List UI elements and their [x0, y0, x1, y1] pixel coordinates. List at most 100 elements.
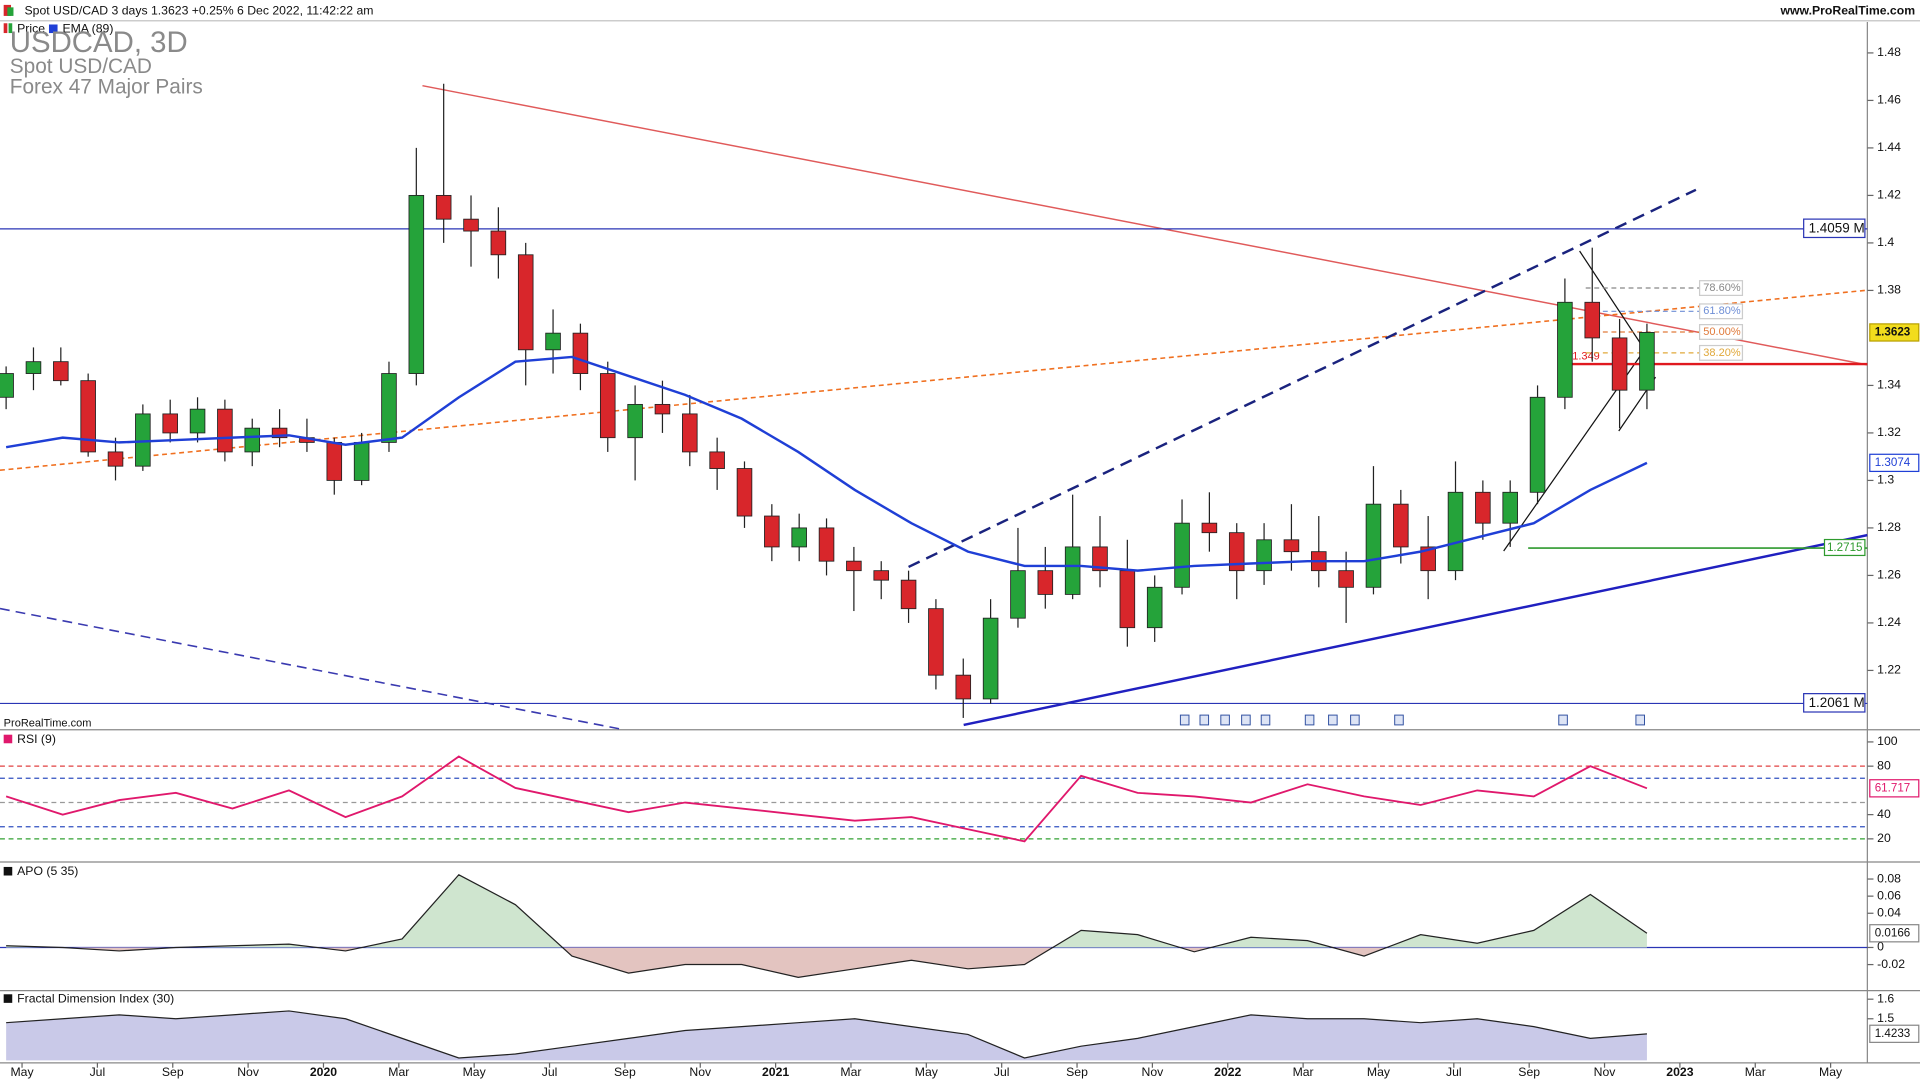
fib-box [1698, 280, 1744, 297]
event-icons [1179, 714, 1645, 726]
app-icon [7, 7, 14, 16]
event-icon[interactable] [1394, 714, 1404, 726]
candle-body [1365, 503, 1382, 588]
site-link[interactable]: www.ProRealTime.com [1779, 3, 1915, 17]
chart-market: Forex 47 Major Pairs [10, 76, 203, 99]
x-tick-label: Sep [1518, 1065, 1540, 1079]
panel-title: Fractal Dimension Index (30) [17, 991, 174, 1005]
x-tick-label: Jul [90, 1065, 106, 1079]
x-tick-label: Nov [237, 1065, 260, 1079]
candle-body [244, 427, 261, 453]
candle-body [1228, 532, 1245, 572]
candle-body [1174, 522, 1190, 588]
value-box [1869, 779, 1920, 798]
y-tick-label: 1.26 [1877, 568, 1901, 582]
candle-body [1201, 522, 1218, 534]
trendline [422, 84, 1868, 366]
y-tick-label: 1.5 [1877, 1011, 1894, 1025]
y-tick-label: 20 [1877, 831, 1891, 845]
x-tick-label: Mar [840, 1065, 861, 1079]
x-tick-label: May [463, 1065, 487, 1079]
candle-body [1475, 491, 1491, 524]
x-tick-label: 2023 [1666, 1065, 1693, 1079]
x-tick-label: 2020 [310, 1065, 337, 1079]
candle-body [353, 441, 370, 481]
candle-body [1611, 337, 1628, 391]
candle-body [900, 579, 917, 610]
x-tick-label: May [1367, 1065, 1391, 1079]
candle-body [1420, 546, 1436, 572]
candle-body [627, 403, 643, 439]
legend-swatch [3, 866, 13, 876]
candle-body [1584, 301, 1601, 339]
candle-body [1092, 546, 1108, 572]
candle-body [490, 230, 507, 256]
x-tick-label: Sep [1066, 1065, 1088, 1079]
fib-box [1698, 344, 1744, 361]
event-icon[interactable] [1328, 714, 1338, 726]
y-tick-label: 0 [1877, 940, 1884, 954]
candle-body [162, 413, 178, 434]
y-tick-label: 1.42 [1877, 188, 1901, 202]
event-icon[interactable] [1260, 714, 1271, 726]
x-tick-label: Sep [162, 1065, 184, 1079]
x-tick-label: Mar [388, 1065, 409, 1079]
value-label: 61.717 [1875, 781, 1911, 794]
value-box [1869, 453, 1920, 473]
x-tick-label: 2022 [1214, 1065, 1241, 1079]
y-tick-label: 1.32 [1877, 425, 1901, 439]
candle-body [572, 332, 589, 374]
y-tick-label: 1.4 [1877, 235, 1894, 249]
area-positive [6, 874, 1647, 948]
legend-swatch [48, 24, 58, 34]
candle-body [1037, 570, 1054, 595]
candle-body [654, 403, 671, 415]
candle-body [709, 451, 725, 469]
candle-body [982, 617, 999, 700]
fib-label: 38.20% [1703, 347, 1741, 359]
candle-body [928, 608, 944, 676]
candle-body [1146, 586, 1163, 629]
event-icon[interactable] [1635, 714, 1645, 726]
x-tick-label: May [1819, 1065, 1843, 1079]
indicator-line [5, 755, 1648, 843]
event-icon[interactable] [1220, 714, 1230, 726]
candle-body [381, 373, 397, 443]
level-label: 1.2715 [1827, 541, 1863, 554]
candle-body [408, 194, 425, 374]
legend-swatch [3, 994, 13, 1003]
level-box [1803, 218, 1866, 239]
event-icon[interactable] [1350, 714, 1360, 726]
x-tick-label: Nov [1142, 1065, 1165, 1079]
candle-body [1256, 539, 1272, 572]
y-tick-label: 1.24 [1877, 615, 1901, 629]
trendline [963, 533, 1868, 727]
y-tick-label: 0.04 [1877, 905, 1901, 919]
x-tick-label: May [10, 1065, 34, 1079]
value-label: 1.3623 [1875, 326, 1911, 339]
event-icon[interactable] [1199, 714, 1210, 726]
candle-body [25, 361, 42, 374]
y-tick-label: 0.08 [1877, 871, 1901, 885]
event-icon[interactable] [1179, 714, 1190, 726]
event-icon[interactable] [1558, 714, 1568, 726]
candle-body [189, 408, 206, 434]
candle-body [1502, 491, 1518, 524]
candle-body [1283, 539, 1300, 553]
fib-label: 61.80% [1703, 305, 1741, 317]
symbol-line: Spot USD/CAD 3 days 1.3623 +0.25% 6 Dec … [24, 3, 373, 17]
candle-body [1529, 396, 1546, 493]
event-icon[interactable] [1304, 714, 1315, 726]
y-tick-label: 1.22 [1877, 663, 1901, 677]
legend-label: Price [17, 22, 45, 36]
value-box [1869, 1024, 1920, 1043]
fib-box [1698, 324, 1744, 340]
y-tick-label: 1.3 [1877, 473, 1894, 487]
event-icon[interactable] [1241, 714, 1251, 726]
fib-label: 50.00% [1703, 326, 1741, 338]
y-tick-label: 40 [1877, 807, 1891, 821]
legend-swatch [3, 23, 8, 34]
y-tick-label: 1.38 [1877, 283, 1901, 297]
y-tick-label: -0.02 [1877, 957, 1905, 971]
value-box [1869, 323, 1920, 342]
